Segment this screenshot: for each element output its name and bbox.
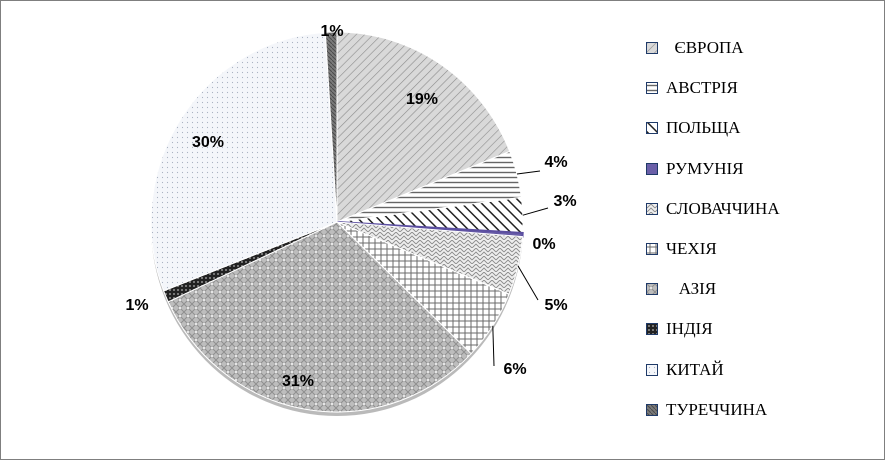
legend-item-slovakia: СЛОВАЧЧИНА <box>646 189 876 229</box>
pie-slice-asia <box>167 221 472 413</box>
leader-line-czechia <box>492 325 495 367</box>
legend-label: СЛОВАЧЧИНА <box>666 198 780 218</box>
leader-line-poland <box>522 207 549 216</box>
legend-item-czechia: ЧЕХІЯ <box>646 229 876 269</box>
legend-swatch-asia <box>646 283 658 296</box>
legend: ЄВРОПА АВСТРІЯ ПОЛЬЩА РУМУНІЯ СЛОВАЧЧИНА… <box>646 28 876 430</box>
legend-label: АВСТРІЯ <box>666 78 738 98</box>
leader-lines <box>492 170 549 367</box>
data-label-poland: 3% <box>553 193 576 210</box>
legend-item-europe: ЄВРОПА <box>646 28 876 68</box>
data-label-slovakia: 5% <box>544 297 567 314</box>
legend-label: ЄВРОПА <box>666 38 744 58</box>
legend-item-india: ІНДІЯ <box>646 309 876 349</box>
legend-label: ЧЕХІЯ <box>666 239 717 259</box>
legend-swatch-poland <box>646 122 658 135</box>
data-label-czechia: 6% <box>503 361 526 378</box>
legend-swatch-czechia <box>646 243 658 256</box>
legend-item-turkey: ТУРЕЧЧИНА <box>646 390 876 430</box>
legend-item-china: КИТАЙ <box>646 350 876 390</box>
legend-swatch-india <box>646 323 658 336</box>
leader-line-slovakia <box>517 265 539 301</box>
legend-swatch-china <box>646 363 658 376</box>
legend-item-asia: АЗІЯ <box>646 269 876 309</box>
data-label-india: 1% <box>125 297 148 314</box>
legend-label: ІНДІЯ <box>666 319 713 339</box>
legend-item-romania: РУМУНІЯ <box>646 149 876 189</box>
legend-swatch-turkey <box>646 403 658 416</box>
data-label-asia: 31% <box>282 373 314 390</box>
leader-line-austria <box>516 170 541 175</box>
data-label-austria: 4% <box>544 154 567 171</box>
pie-slices <box>150 31 524 413</box>
legend-label: ПОЛЬЩА <box>666 118 741 138</box>
legend-swatch-slovakia <box>646 202 658 215</box>
legend-swatch-europe <box>646 42 658 55</box>
legend-label: РУМУНІЯ <box>666 158 744 178</box>
legend-swatch-romania <box>646 162 658 175</box>
legend-label: АЗІЯ <box>666 279 717 299</box>
legend-swatch-austria <box>646 82 658 95</box>
data-label-china: 30% <box>192 134 224 151</box>
pie-slice-europe <box>336 31 511 223</box>
data-label-turkey: 1% <box>320 23 343 40</box>
pie-slice-turkey <box>324 31 338 223</box>
legend-item-poland: ПОЛЬЩА <box>646 108 876 148</box>
legend-item-austria: АВСТРІЯ <box>646 68 876 108</box>
legend-label: КИТАЙ <box>666 359 724 379</box>
data-label-europe: 19% <box>406 91 438 108</box>
pie-slice-china <box>150 31 338 292</box>
legend-label: ТУРЕЧЧИНА <box>666 399 768 419</box>
data-label-romania: 0% <box>532 236 555 253</box>
